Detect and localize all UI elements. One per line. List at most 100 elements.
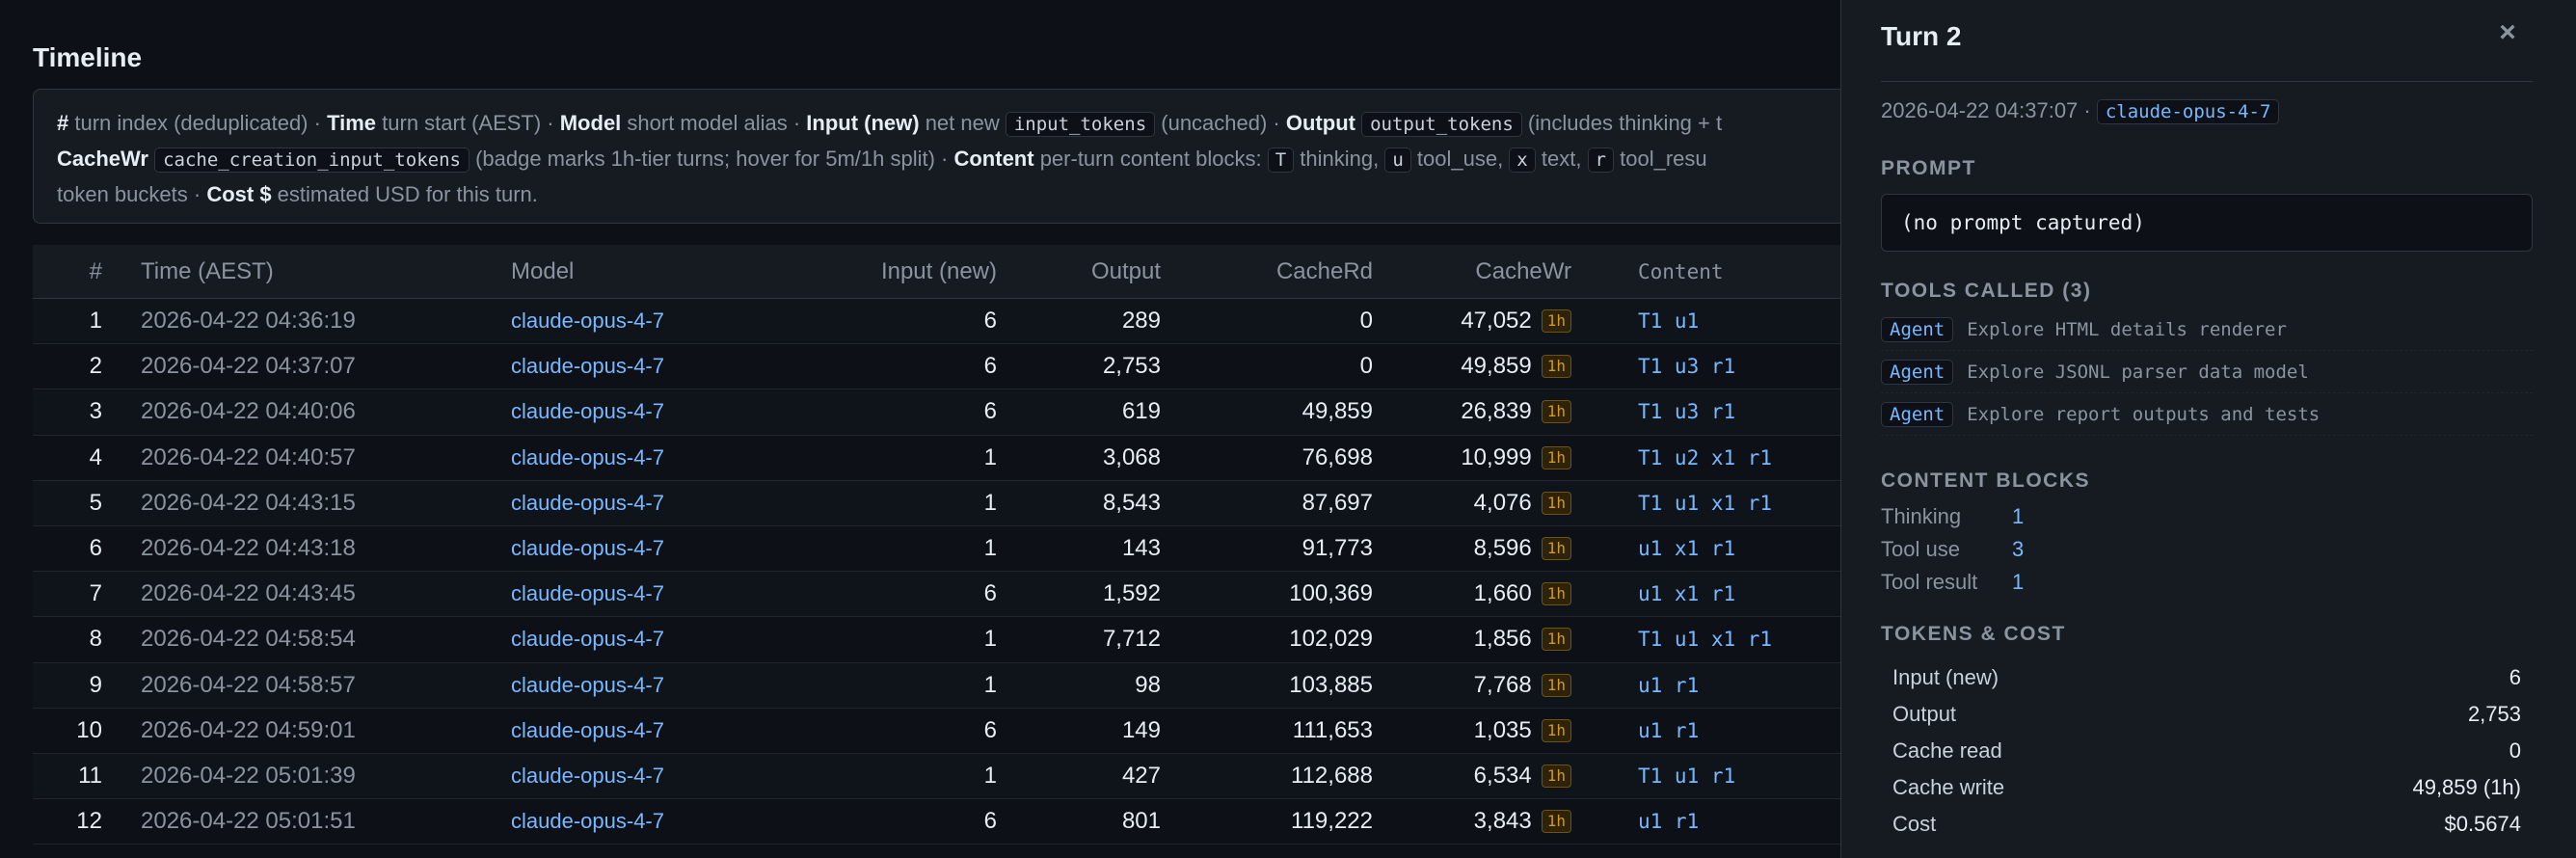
turn-index: 7: [89, 580, 102, 607]
model-link[interactable]: claude-opus-4-7: [511, 763, 664, 788]
token-row: Input (new) 6: [1881, 659, 2533, 696]
tool-description: Explore JSONL parser data model: [1967, 361, 2309, 383]
table-row[interactable]: 2 2026-04-22 04:37:07 claude-opus-4-7 6 2,75…: [33, 344, 1865, 390]
model-link[interactable]: claude-opus-4-7: [511, 536, 664, 561]
legend-term: #: [57, 111, 69, 135]
model-link[interactable]: claude-opus-4-7: [511, 308, 664, 334]
token-value: 6: [2509, 665, 2521, 689]
token-label: Cache read: [1892, 738, 2002, 763]
output-tokens: 3,068: [1102, 443, 1161, 470]
table-row[interactable]: 4 2026-04-22 04:40:57 claude-opus-4-7 1 3,06…: [33, 436, 1865, 481]
panel-title: Turn 2: [1881, 21, 1962, 51]
content-blocks-heading: CONTENT BLOCKS: [1881, 469, 2090, 492]
table-row[interactable]: 7 2026-04-22 04:43:45 claude-opus-4-7 6 1,59…: [33, 572, 1865, 618]
tools-heading: TOOLS CALLED (3): [1881, 280, 2092, 302]
model-link[interactable]: claude-opus-4-7: [511, 672, 664, 697]
1h-tier-badge[interactable]: 1h: [1541, 810, 1571, 834]
input-tokens: 6: [983, 398, 997, 425]
cache-read-tokens: 91,773: [1301, 535, 1373, 562]
1h-tier-badge[interactable]: 1h: [1541, 491, 1571, 515]
close-icon[interactable]: ×: [2499, 16, 2516, 48]
timeline-title: Timeline: [33, 42, 143, 72]
block-label: Tool use: [1881, 537, 1960, 561]
cache-read-tokens: 0: [1359, 353, 1373, 380]
cache-write-cell: 26,839 1h: [1373, 389, 1571, 434]
1h-tier-badge[interactable]: 1h: [1541, 445, 1571, 469]
cache-read-tokens: 111,653: [1292, 716, 1373, 743]
table-row[interactable]: 10 2026-04-22 04:59:01 claude-opus-4-7 6 149…: [33, 709, 1865, 754]
turn-index: 6: [89, 535, 102, 562]
content-blocks: u1 r1: [1638, 718, 1700, 742]
legend-term: CacheWr: [57, 147, 148, 171]
col-header-content[interactable]: Content: [1638, 259, 1724, 283]
col-header-time[interactable]: Time (AEST): [141, 257, 274, 284]
turn-time: 2026-04-22 04:43:15: [141, 489, 356, 516]
turn-index: 12: [76, 808, 102, 835]
model-link[interactable]: claude-opus-4-7: [511, 490, 664, 515]
cache-write-tokens: 3,843: [1473, 808, 1532, 835]
turn-meta: 2026-04-22 04:37:07 · claude-opus-4-7: [1881, 98, 2280, 124]
model-link[interactable]: claude-opus-4-7: [511, 627, 664, 652]
legend-term: Content: [953, 147, 1034, 171]
tool-call-item[interactable]: Agent Explore report outputs and tests: [1881, 393, 2533, 436]
tool-call-item[interactable]: Agent Explore HTML details renderer: [1881, 308, 2533, 351]
cache-write-cell: 1,856 1h: [1373, 617, 1571, 661]
table-row[interactable]: 9 2026-04-22 04:58:57 claude-opus-4-7 1 98 10…: [33, 662, 1865, 709]
1h-tier-badge[interactable]: 1h: [1541, 537, 1571, 561]
col-header-output[interactable]: Output: [1090, 257, 1161, 284]
legend-text: tool_resu: [1614, 147, 1707, 171]
1h-tier-badge[interactable]: 1h: [1541, 400, 1571, 424]
1h-tier-badge[interactable]: 1h: [1541, 628, 1571, 652]
col-header-cache-read[interactable]: CacheRd: [1275, 257, 1373, 284]
table-row[interactable]: 8 2026-04-22 04:58:54 claude-opus-4-7 1 7,71…: [33, 617, 1865, 663]
table-row[interactable]: 1 2026-04-22 04:36:19 claude-opus-4-7 6 289 0…: [33, 299, 1865, 345]
model-link[interactable]: claude-opus-4-7: [511, 717, 664, 742]
tool-tag: Agent: [1881, 401, 1954, 427]
legend-line-2: CacheWr cache_creation_input_tokens (bad…: [57, 142, 1860, 177]
col-header-input[interactable]: Input (new): [880, 257, 997, 284]
model-link[interactable]: claude-opus-4-7: [511, 581, 664, 606]
col-header-cache-write[interactable]: CacheWr: [1475, 257, 1571, 284]
col-header-num[interactable]: #: [89, 257, 102, 284]
model-link[interactable]: claude-opus-4-7: [511, 354, 664, 379]
table-row[interactable]: 11 2026-04-22 05:01:39 claude-opus-4-7 1 427…: [33, 753, 1865, 800]
turn-index: 11: [78, 762, 102, 789]
model-link[interactable]: claude-opus-4-7: [511, 399, 664, 424]
model-link[interactable]: claude-opus-4-7: [511, 809, 664, 834]
turn-time: 2026-04-22 04:37:07: [141, 353, 356, 380]
tool-call-item[interactable]: Agent Explore JSONL parser data model: [1881, 351, 2533, 393]
1h-tier-badge[interactable]: 1h: [1541, 764, 1571, 788]
legend-code: u: [1384, 147, 1411, 173]
1h-tier-badge[interactable]: 1h: [1541, 673, 1571, 697]
1h-tier-badge[interactable]: 1h: [1541, 718, 1571, 742]
legend-text: turn start (AEST) ·: [376, 111, 560, 135]
content-blocks: T1 u1 r1: [1638, 764, 1736, 788]
1h-tier-badge[interactable]: 1h: [1541, 355, 1571, 379]
prompt-heading: PROMPT: [1881, 157, 1976, 179]
cache-read-tokens: 112,688: [1291, 762, 1373, 789]
content-blocks: T1 u2 x1 r1: [1638, 445, 1773, 469]
cache-read-tokens: 87,697: [1301, 489, 1373, 516]
content-blocks: u1 x1 r1: [1638, 537, 1736, 561]
cache-read-tokens: 100,369: [1289, 580, 1373, 607]
col-header-model[interactable]: Model: [511, 257, 575, 284]
output-tokens: 143: [1121, 535, 1161, 562]
cache-write-tokens: 7,768: [1473, 671, 1532, 698]
turn-index: 3: [89, 398, 102, 425]
block-label: Tool result: [1881, 570, 1978, 594]
token-value: 49,859 (1h): [2412, 775, 2521, 799]
table-row[interactable]: 5 2026-04-22 04:43:15 claude-opus-4-7 1 8,54…: [33, 480, 1865, 526]
cache-write-tokens: 49,859: [1461, 353, 1532, 380]
input-tokens: 1: [983, 626, 997, 653]
table-row[interactable]: 3 2026-04-22 04:40:06 claude-opus-4-7 6 619 4…: [33, 389, 1865, 436]
model-link[interactable]: claude-opus-4-7: [511, 444, 664, 469]
legend-term: Model: [559, 111, 622, 135]
1h-tier-badge[interactable]: 1h: [1541, 582, 1571, 606]
legend-text: (badge marks 1h-tier turns; hover for 5m…: [469, 147, 954, 171]
1h-tier-badge[interactable]: 1h: [1541, 309, 1571, 334]
input-tokens: 1: [983, 443, 997, 470]
timeline-view: Timeline # turn index (deduplicated) · T…: [33, 42, 1884, 845]
output-tokens: 619: [1121, 398, 1161, 425]
table-row[interactable]: 6 2026-04-22 04:43:18 claude-opus-4-7 1 143 9…: [33, 526, 1865, 573]
table-row[interactable]: 12 2026-04-22 05:01:51 claude-opus-4-7 6 801…: [33, 799, 1865, 845]
